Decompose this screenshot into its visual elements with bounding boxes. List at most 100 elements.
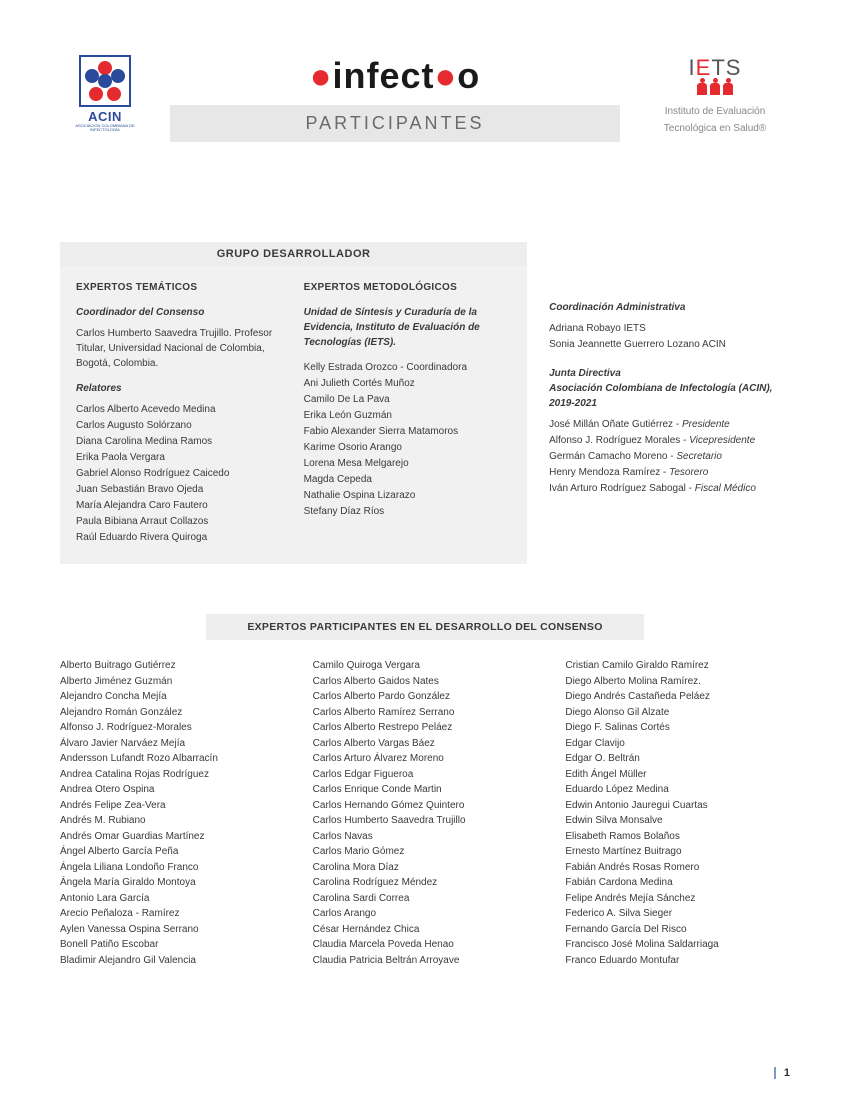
list-item: Carlos Alberto Pardo González — [313, 689, 538, 705]
list-item: Carolina Mora Díaz — [313, 860, 538, 876]
acin-logo-block: ACIN ASOCIACIÓN COLOMBIANA DE INFECTOLOG… — [60, 55, 150, 132]
infectio-text-post: o — [457, 55, 480, 96]
list-item: Antonio Lara García — [60, 891, 285, 907]
grupo-box: EXPERTOS TEMÁTICOS Coordinador del Conse… — [60, 266, 527, 564]
list-item: Carlos Edgar Figueroa — [313, 767, 538, 783]
list-item: Kelly Estrada Orozco - Coordinadora — [304, 360, 512, 375]
center-title-block: ●infect●o PARTICIPANTES — [170, 55, 620, 142]
list-item: Fabio Alexander Sierra Matamoros — [304, 424, 512, 439]
list-item: Edgar O. Beltrán — [565, 751, 790, 767]
expertos-col-1: Alberto Buitrago GutiérrezAlberto Jiméne… — [60, 658, 285, 968]
list-item: Andrés M. Rubiano — [60, 813, 285, 829]
list-item: Diego F. Salinas Cortés — [565, 720, 790, 736]
list-item: Carlos Humberto Saavedra Trujillo — [313, 813, 538, 829]
list-item: Felipe Andrés Mejía Sánchez — [565, 891, 790, 907]
metodologicos-heading: EXPERTOS METODOLÓGICOS — [304, 280, 512, 295]
acin-label: ACIN — [60, 109, 150, 124]
list-item: Claudia Marcela Poveda Henao — [313, 937, 538, 953]
list-item: Elisabeth Ramos Bolaños — [565, 829, 790, 845]
list-item: Fabián Cardona Medina — [565, 875, 790, 891]
list-item: Diana Carolina Medina Ramos — [76, 434, 284, 449]
list-item: Andrea Otero Ospina — [60, 782, 285, 798]
list-item: Carlos Alberto Acevedo Medina — [76, 402, 284, 417]
acin-icon — [79, 55, 131, 107]
list-item: Ernesto Martínez Buitrago — [565, 844, 790, 860]
list-item: Camilo De La Pava — [304, 392, 512, 407]
list-item: Carlos Augusto Solórzano — [76, 418, 284, 433]
col-metodologicos: EXPERTOS METODOLÓGICOS Unidad de Síntesi… — [304, 280, 512, 546]
list-item: Carlos Alberto Gaidos Nates — [313, 674, 538, 690]
list-item: Carlos Enrique Conde Martin — [313, 782, 538, 798]
list-item: Diego Alberto Molina Ramírez. — [565, 674, 790, 690]
coord-admin-head: Coordinación Administrativa — [549, 300, 790, 315]
acin-sublabel: ASOCIACIÓN COLOMBIANA DE INFECTOLOGÍA — [60, 124, 150, 132]
coord-consenso-head: Coordinador del Consenso — [76, 305, 284, 320]
coord-admin-list: Adriana Robayo IETSSonia Jeannette Guerr… — [549, 321, 790, 352]
list-item: Edwin Silva Monsalve — [565, 813, 790, 829]
list-item: Alejandro Concha Mejía — [60, 689, 285, 705]
list-item: Camilo Quiroga Vergara — [313, 658, 538, 674]
list-item: Álvaro Javier Narváez Mejía — [60, 736, 285, 752]
iets-logo-block: IETS Instituto de Evaluación Tecnológica… — [640, 55, 790, 135]
list-item: Magda Cepeda — [304, 472, 512, 487]
expertos-col-3: Cristian Camilo Giraldo RamírezDiego Alb… — [565, 658, 790, 968]
junta-head-1: Junta Directiva — [549, 368, 621, 379]
junta-head: Junta Directiva Asociación Colombiana de… — [549, 366, 790, 411]
list-item: Iván Arturo Rodríguez Sabogal - Fiscal M… — [549, 481, 790, 496]
list-item: Diego Alonso Gil Alzate — [565, 705, 790, 721]
list-item: Carlos Alberto Vargas Báez — [313, 736, 538, 752]
expertos-columns: Alberto Buitrago GutiérrezAlberto Jiméne… — [60, 658, 790, 968]
list-item: Carlos Navas — [313, 829, 538, 845]
list-item: Carlos Mario Gómez — [313, 844, 538, 860]
list-item: María Alejandra Caro Fautero — [76, 498, 284, 513]
page-root: ACIN ASOCIACIÓN COLOMBIANA DE INFECTOLOG… — [0, 0, 850, 1008]
list-item: Stefany Díaz Ríos — [304, 504, 512, 519]
list-item: Nathalie Ospina Lizarazo — [304, 488, 512, 503]
list-item: Carlos Alberto Ramírez Serrano — [313, 705, 538, 721]
list-item: Carolina Sardi Correa — [313, 891, 538, 907]
col-tematicos: EXPERTOS TEMÁTICOS Coordinador del Conse… — [76, 280, 284, 546]
list-item: Gabriel Alonso Rodríguez Caicedo — [76, 466, 284, 481]
list-item: Edwin Antonio Jauregui Cuartas — [565, 798, 790, 814]
list-item: Claudia Patricia Beltrán Arroyave — [313, 953, 538, 969]
list-item: Andrea Catalina Rojas Rodríguez — [60, 767, 285, 783]
list-item: Federico A. Silva Sieger — [565, 906, 790, 922]
grupo-title: GRUPO DESARROLLADOR — [60, 242, 527, 266]
list-item: Edgar Clavijo — [565, 736, 790, 752]
page-number: 1 — [774, 1067, 790, 1079]
list-item: Juan Sebastián Bravo Ojeda — [76, 482, 284, 497]
junta-list: José Millán Oñate Gutiérrez - Presidente… — [549, 417, 790, 496]
list-item: Ani Julieth Cortés Muñoz — [304, 376, 512, 391]
list-item: Germán Camacho Moreno - Secretario — [549, 449, 790, 464]
list-item: Carlos Arturo Álvarez Moreno — [313, 751, 538, 767]
junta-head-2: Asociación Colombiana de Infectología (A… — [549, 383, 772, 409]
list-item: Carlos Arango — [313, 906, 538, 922]
list-item: Ángel Alberto García Peña — [60, 844, 285, 860]
unit-head: Unidad de Síntesis y Curaduría de la Evi… — [304, 305, 512, 350]
list-item: Cristian Camilo Giraldo Ramírez — [565, 658, 790, 674]
list-item: Alberto Jiménez Guzmán — [60, 674, 285, 690]
list-item: Bonell Patiño Escobar — [60, 937, 285, 953]
relatores-head: Relatores — [76, 381, 284, 396]
list-item: Lorena Mesa Melgarejo — [304, 456, 512, 471]
list-item: Carlos Alberto Restrepo Peláez — [313, 720, 538, 736]
list-item: Diego Andrés Castañeda Peláez — [565, 689, 790, 705]
iets-sub1: Instituto de Evaluación — [640, 105, 790, 118]
list-item: Erika Paola Vergara — [76, 450, 284, 465]
list-item: Alberto Buitrago Gutiérrez — [60, 658, 285, 674]
list-item: Sonia Jeannette Guerrero Lozano ACIN — [549, 337, 790, 352]
list-item: César Hernández Chica — [313, 922, 538, 938]
coord-consenso-text: Carlos Humberto Saavedra Trujillo. Profe… — [76, 326, 284, 371]
list-item: Ángela Liliana Londoño Franco — [60, 860, 285, 876]
list-item: Carolina Rodríguez Méndez — [313, 875, 538, 891]
list-item: Eduardo López Medina — [565, 782, 790, 798]
list-item: Carlos Hernando Gómez Quintero — [313, 798, 538, 814]
header-row: ACIN ASOCIACIÓN COLOMBIANA DE INFECTOLOG… — [60, 55, 790, 142]
list-item: Andersson Lufandt Rozo Albarracín — [60, 751, 285, 767]
list-item: Fernando García Del Risco — [565, 922, 790, 938]
list-item: Bladimir Alejandro Gil Valencia — [60, 953, 285, 969]
list-item: Edith Ángel Müller — [565, 767, 790, 783]
iets-sub2: Tecnológica en Salud® — [640, 122, 790, 135]
list-item: Karime Osorio Arango — [304, 440, 512, 455]
relatores-list: Carlos Alberto Acevedo MedinaCarlos Augu… — [76, 402, 284, 545]
